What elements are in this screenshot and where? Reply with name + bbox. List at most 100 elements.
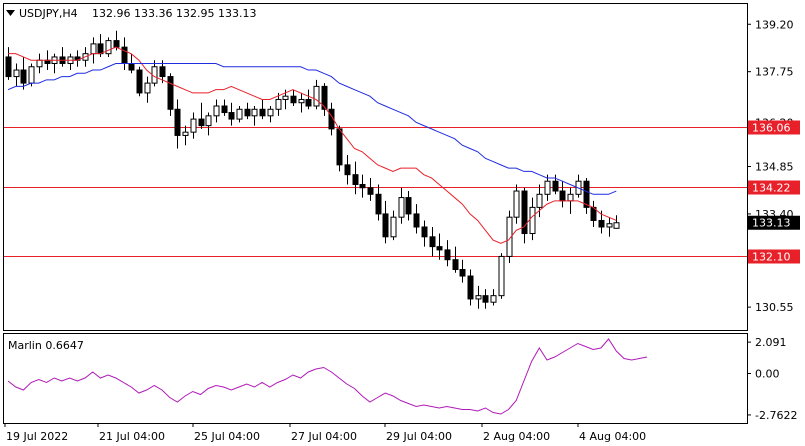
marlin-line — [7, 338, 648, 415]
candle — [405, 191, 412, 221]
price-level-badges: 136.06 134.22 132.10 133.13 — [748, 120, 800, 264]
candle-body-down — [467, 275, 474, 300]
candle-body-down — [405, 197, 412, 215]
candle — [151, 60, 158, 87]
indicator-tick-label: 2.091 — [755, 336, 787, 349]
price-tick-label: 130.55 — [755, 301, 794, 314]
candle-body-down — [352, 174, 359, 185]
candle-body-down — [382, 213, 389, 238]
price-panel-frame — [3, 3, 748, 331]
candle — [159, 60, 166, 84]
candle — [105, 37, 112, 57]
candle — [228, 102, 235, 126]
candle-body-down — [244, 108, 251, 117]
time-tick-label: 2 Aug 04:00 — [483, 430, 550, 443]
candle-body-down — [290, 95, 297, 104]
price-level-badge-label: 132.10 — [752, 251, 791, 264]
time-tick-label: 4 Aug 04:00 — [579, 430, 646, 443]
candle — [174, 99, 181, 149]
candle-body-down — [174, 108, 181, 136]
price-level-badge — [748, 180, 800, 195]
candle — [498, 253, 505, 299]
candle-body-down — [328, 108, 335, 130]
candle — [221, 99, 228, 116]
candle-body-up — [498, 255, 505, 297]
candle-body-down — [367, 187, 374, 195]
candle-body-down — [359, 183, 366, 189]
price-level-badge — [748, 120, 800, 135]
candle — [506, 210, 513, 263]
time-axis: 19 Jul 2022 21 Jul 04:00 25 Jul 04:00 27 Ju… — [4, 423, 646, 443]
candle-body-down — [136, 69, 143, 94]
time-tick-label: 19 Jul 2022 — [6, 430, 68, 443]
candle-body-down — [429, 236, 436, 248]
candle-body-up — [105, 40, 112, 55]
candle-body-up — [398, 197, 405, 218]
price-level-badge-label: 134.22 — [752, 182, 791, 195]
indicator-tick-label: 0.00 — [755, 368, 780, 381]
candle — [436, 233, 443, 260]
candle — [275, 92, 282, 116]
candle-body-up — [475, 295, 482, 300]
candle-body-up — [190, 118, 197, 133]
current-price-label: 133.13 — [752, 217, 791, 230]
candle — [190, 112, 197, 139]
candle-body-down — [159, 66, 166, 78]
candle-body-up — [90, 43, 97, 55]
candle — [467, 269, 474, 306]
candle — [490, 289, 497, 306]
candle-body-up — [267, 108, 274, 117]
candle-body-down — [552, 180, 559, 192]
indicator-panel: 2.091 0.00 -2.7622 Marlin 0.6647 — [3, 333, 797, 424]
price-tick-label: 139.20 — [755, 18, 794, 31]
slow-ma-line — [7, 62, 617, 195]
candle-body-down — [228, 112, 235, 120]
candle — [521, 187, 528, 244]
candle — [613, 215, 620, 229]
candle-body-up — [182, 131, 189, 136]
candle-body-down — [5, 56, 12, 78]
candle-body-down — [413, 213, 420, 228]
candle — [375, 184, 382, 221]
candle — [590, 200, 597, 227]
candle — [344, 155, 351, 185]
candle-body-down — [521, 190, 528, 235]
candle — [251, 106, 258, 126]
candle — [529, 197, 536, 241]
candle — [421, 220, 428, 247]
candle — [144, 76, 151, 103]
candle-body-down — [336, 128, 343, 166]
fast-ma-line — [8, 46, 617, 244]
collapse-triangle-icon[interactable] — [6, 10, 15, 16]
candle-body-down — [583, 180, 590, 208]
candle — [74, 50, 81, 67]
candle — [575, 174, 582, 198]
candle — [136, 66, 143, 97]
candle-body-down — [375, 193, 382, 215]
candle-body-down — [128, 62, 135, 71]
indicator-panel-frame — [3, 333, 748, 424]
candle-body-up — [567, 193, 574, 202]
candle — [513, 184, 520, 224]
candle — [429, 226, 436, 257]
candle-body-down — [167, 76, 174, 110]
candle-body-up — [529, 206, 536, 235]
candle — [398, 187, 405, 224]
candle-body-up — [275, 98, 282, 110]
indicator-tick-label: -2.7622 — [755, 409, 797, 422]
candle — [20, 56, 27, 90]
candle — [259, 99, 266, 120]
candle — [359, 174, 366, 198]
candle — [182, 125, 189, 146]
candle — [544, 174, 551, 201]
candle — [536, 184, 543, 218]
candle-body-up — [613, 222, 620, 229]
time-tick-label: 27 Jul 04:00 — [291, 430, 357, 443]
candle — [213, 99, 220, 123]
candle — [236, 106, 243, 123]
candle — [382, 200, 389, 244]
candle — [328, 102, 335, 136]
moving-average-lines — [7, 46, 617, 244]
candle — [244, 102, 251, 120]
candle-body-down — [198, 118, 205, 127]
